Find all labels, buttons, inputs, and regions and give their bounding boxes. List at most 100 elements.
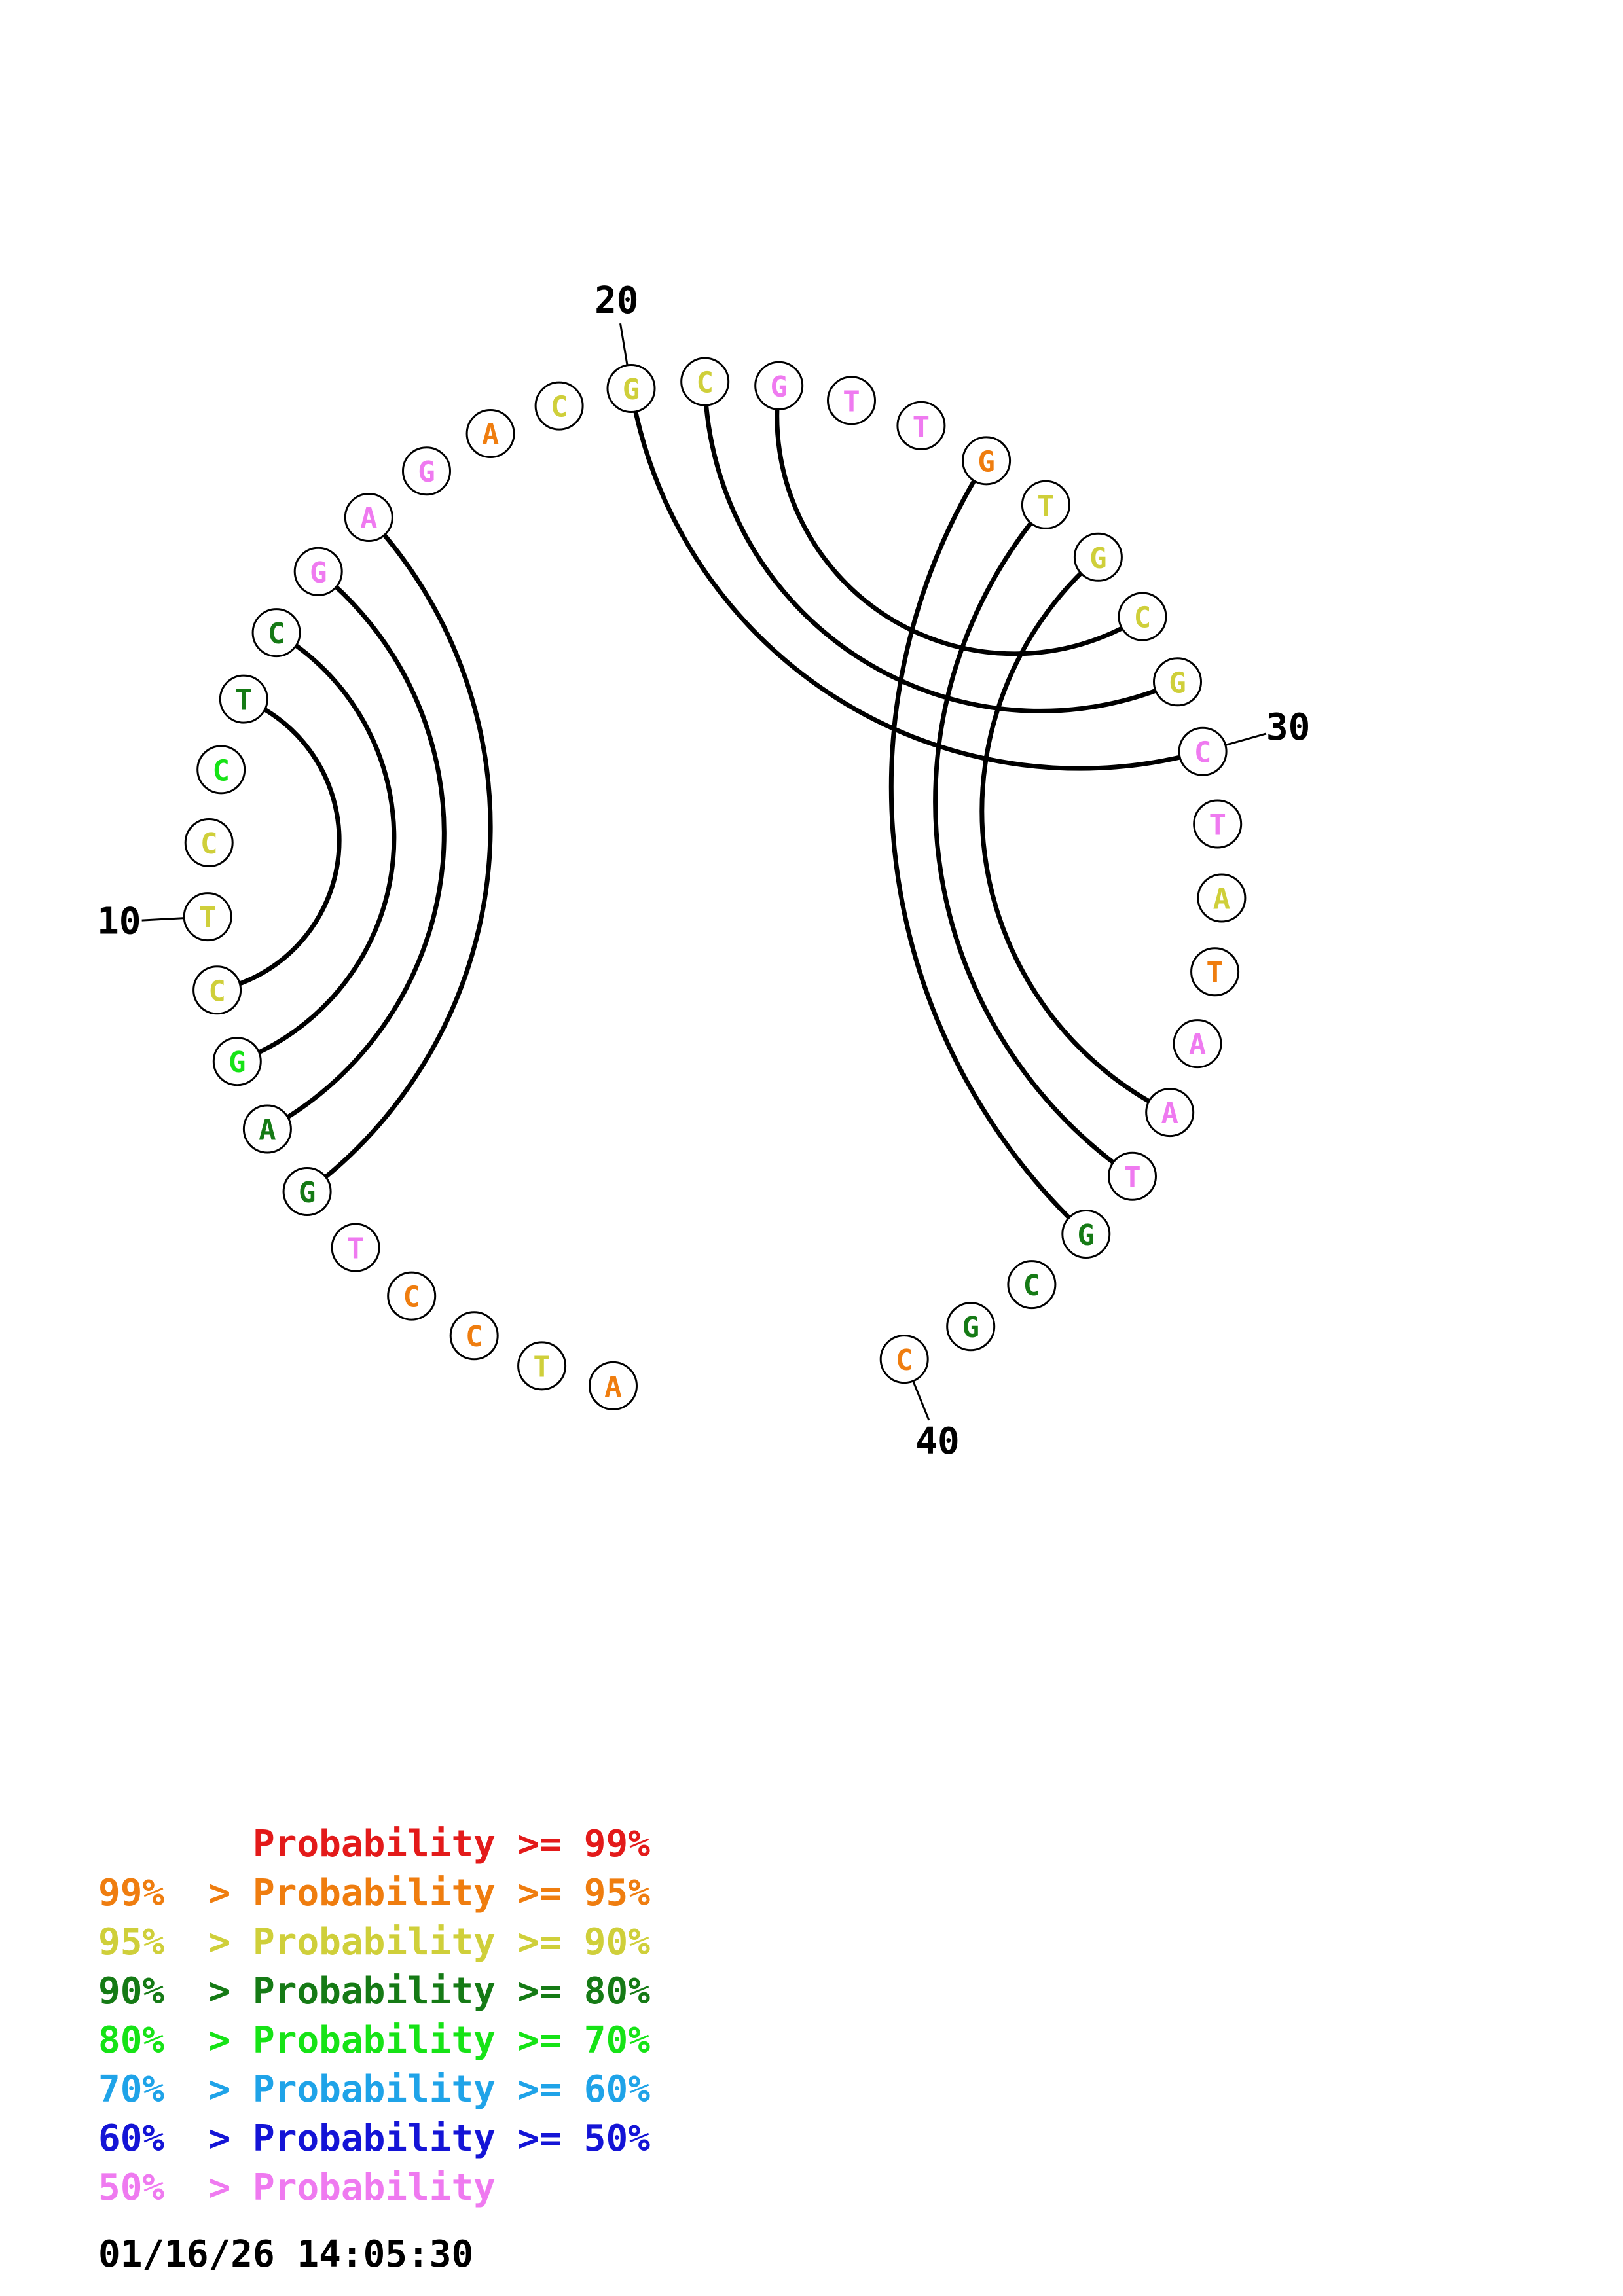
nucleotide-letter: T (1123, 1161, 1141, 1194)
legend-label: Probability (253, 1823, 496, 1865)
legend-threshold-low: 50% (562, 2117, 650, 2160)
nucleotide-circle (293, 547, 343, 596)
legend-operator-low: >= (495, 2019, 562, 2062)
nucleotide-36: T (1108, 1151, 1157, 1201)
base-pair-arc-20-30 (629, 387, 1204, 771)
legend-operator-high: > (208, 1872, 253, 1914)
nucleotide-letter: T (843, 385, 860, 418)
legend-threshold-high: 99% (98, 1872, 209, 1914)
nucleotide-circle (1197, 873, 1247, 923)
nucleotide-5: T (331, 1223, 380, 1272)
legend-row-1: 99% > Probability >= 95% (98, 1869, 650, 1918)
nucleotide-24: T (896, 401, 946, 450)
legend-threshold-low: 80% (562, 1970, 650, 2013)
legend-row-5: 70% > Probability >= 60% (98, 2065, 650, 2114)
nucleotide-circle (827, 376, 876, 425)
position-tick-40 (912, 1380, 930, 1421)
legend-operator-high: > (208, 1970, 253, 2013)
nucleotide-23: T (827, 376, 876, 425)
legend-threshold-high: 80% (98, 2019, 209, 2062)
position-label-40: 40 (915, 1420, 959, 1463)
nucleotide-circle (517, 1341, 567, 1391)
legend-threshold-low: 70% (562, 2019, 650, 2062)
nucleotide-17: G (402, 446, 451, 496)
nucleotide-18: A (465, 409, 515, 458)
nucleotide-letter: T (199, 901, 217, 935)
legend-row-7: 50% > Probability (98, 2163, 496, 2212)
nucleotide-1: A (589, 1361, 638, 1410)
nucleotide-33: T (1190, 947, 1240, 997)
nucleotide-circle (1118, 592, 1167, 641)
nucleotide-32: A (1197, 873, 1247, 923)
legend-operator-low: >= (495, 2068, 562, 2111)
legend-threshold-high: 95% (98, 1921, 209, 1964)
nucleotide-letter: G (1078, 1219, 1095, 1252)
nucleotide-letter: G (228, 1046, 246, 1079)
legend-operator-high: > (208, 2068, 253, 2111)
nucleotide-circle (754, 361, 804, 410)
legend-operator-high: > (208, 2019, 253, 2062)
nucleotide-letter: A (604, 1371, 622, 1404)
nucleotide-circle (282, 1167, 332, 1216)
nucleotide-circle (251, 608, 301, 658)
nucleotide-circle (606, 364, 656, 413)
nucleotide-9: C (192, 965, 242, 1015)
nucleotide-4: C (387, 1271, 437, 1321)
nucleotide-circle (534, 381, 584, 431)
base-pair-arc-22-28 (775, 385, 1144, 656)
nucleotide-14: C (251, 608, 301, 658)
position-label-30: 30 (1266, 706, 1310, 749)
legend-operator-low: >= (495, 2117, 562, 2160)
nucleotide-circle (1073, 532, 1123, 582)
nucleotide-circle (589, 1361, 638, 1410)
nucleotide-circle (196, 745, 246, 795)
nucleotide-15: G (293, 547, 343, 596)
legend-row-0: Probability >= 99% (98, 1820, 650, 1869)
base-pair-arc-7-15 (266, 569, 447, 1132)
legend-operator-low: >= (495, 1970, 562, 2013)
nucleotide-circle (242, 1104, 292, 1154)
nucleotide-letter: T (1037, 490, 1055, 523)
nucleotide-2: T (517, 1341, 567, 1391)
nucleotide-letter: A (1213, 883, 1231, 916)
nucleotide-letter: G (1089, 542, 1107, 575)
base-pair-arc-9-13 (216, 696, 342, 993)
legend-threshold-high: 50% (98, 2166, 209, 2209)
position-markers: 10 20 30 40 (97, 279, 1310, 1463)
base-pair-arc-27-35 (979, 555, 1171, 1115)
nucleotide-circle (1007, 1260, 1057, 1310)
nucleotide-letter: T (347, 1232, 365, 1266)
nucleotide-39: G (946, 1302, 996, 1352)
nucleotide-letter: T (533, 1350, 551, 1384)
nucleotide-8: G (212, 1037, 262, 1086)
nucleotide-letter: G (770, 370, 788, 404)
nucleotide-6: G (282, 1167, 332, 1216)
nucleotide-letter: G (623, 373, 640, 406)
nucleotide-circle (680, 357, 730, 406)
nucleotide-letter: G (1169, 666, 1186, 700)
position-tick-20 (619, 323, 629, 366)
nucleotide-letter: G (310, 556, 327, 590)
nucleotide-circle (183, 892, 232, 942)
nucleotide-letter: C (1134, 601, 1152, 635)
nucleotide-38: C (1007, 1260, 1057, 1310)
nucleotide-letter: A (259, 1114, 276, 1147)
nucleotide-circle (1153, 657, 1202, 707)
position-label-20: 20 (594, 279, 638, 322)
nucleotide-letter: A (1161, 1097, 1178, 1130)
nucleotide-letter: C (1194, 736, 1212, 770)
nucleotide-letter: C (896, 1344, 913, 1377)
base-pair-arcs (216, 382, 1204, 1236)
nucleotide-circle (344, 493, 393, 542)
nucleotide-circle (1021, 480, 1070, 529)
nucleotide-circle (219, 674, 268, 724)
legend-label: Probability (253, 1921, 496, 1964)
nucleotide-20: G (606, 364, 656, 413)
nucleotide-circle (1108, 1151, 1157, 1201)
nucleotide-circle (962, 436, 1012, 486)
nucleotide-circle (896, 401, 946, 450)
legend-threshold-high: 60% (98, 2117, 209, 2160)
nucleotide-letter: C (403, 1281, 420, 1314)
nucleotide-16: A (344, 493, 393, 542)
